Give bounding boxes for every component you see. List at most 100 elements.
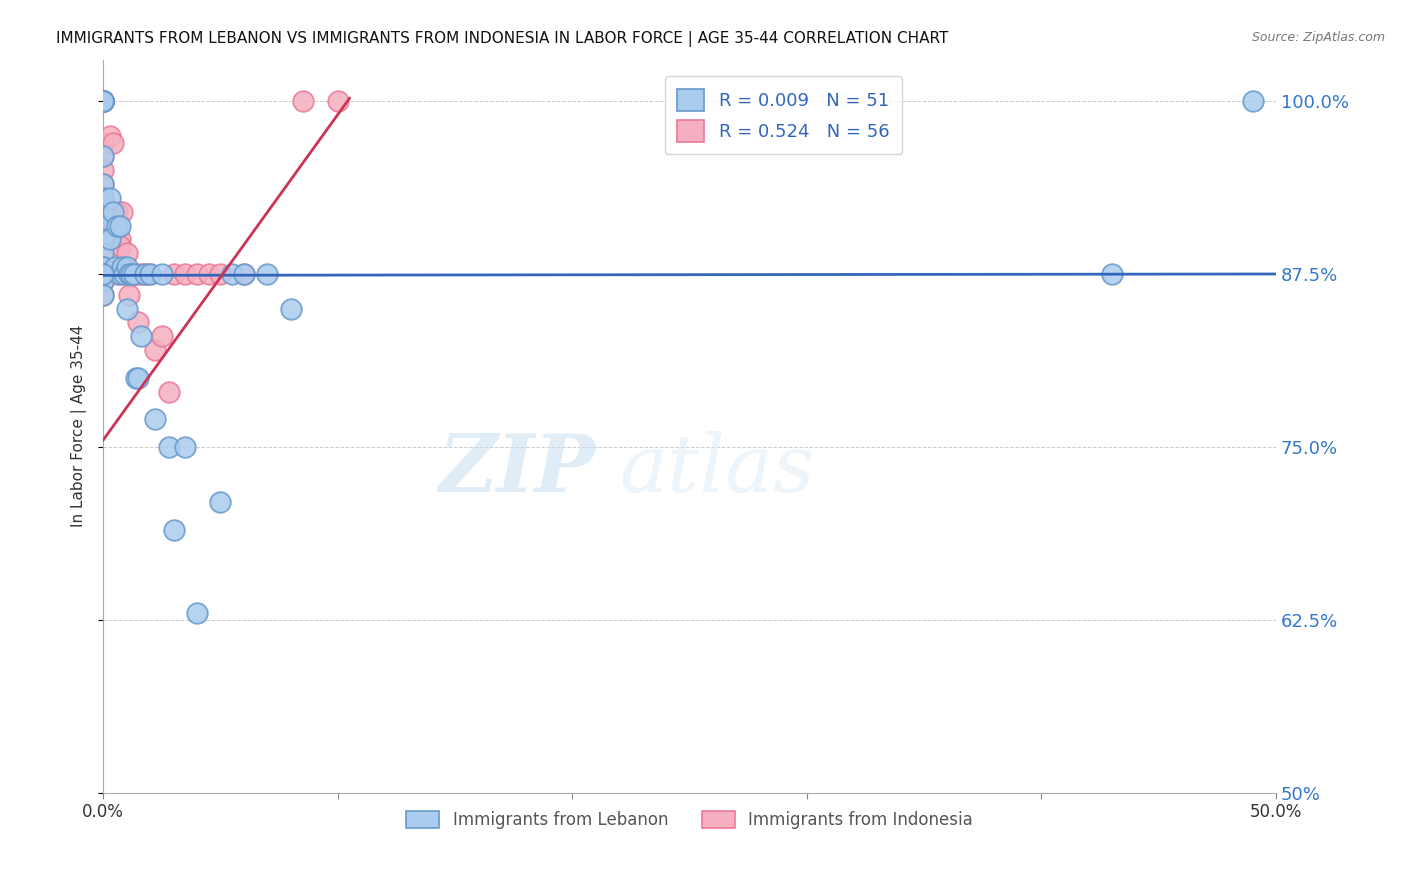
- Point: [162, 523, 184, 537]
- Point: [108, 232, 131, 246]
- Point: [197, 267, 219, 281]
- Point: [91, 94, 114, 108]
- Point: [112, 260, 135, 274]
- Point: [162, 267, 184, 281]
- Text: atlas: atlas: [619, 432, 814, 508]
- Point: [129, 329, 152, 343]
- Point: [91, 191, 114, 205]
- Point: [91, 177, 114, 191]
- Point: [174, 267, 197, 281]
- Point: [91, 94, 114, 108]
- Y-axis label: In Labor Force | Age 35-44: In Labor Force | Age 35-44: [72, 325, 87, 527]
- Point: [91, 232, 114, 246]
- Point: [91, 219, 114, 233]
- Point: [91, 219, 114, 233]
- Point: [91, 163, 114, 178]
- Point: [108, 267, 131, 281]
- Point: [115, 246, 138, 260]
- Point: [174, 440, 197, 454]
- Point: [91, 287, 114, 301]
- Point: [91, 94, 114, 108]
- Point: [91, 204, 114, 219]
- Point: [91, 274, 114, 288]
- Point: [129, 267, 152, 281]
- Text: Source: ZipAtlas.com: Source: ZipAtlas.com: [1251, 31, 1385, 45]
- Point: [143, 343, 166, 357]
- Point: [91, 267, 114, 281]
- Point: [157, 384, 180, 399]
- Point: [122, 267, 145, 281]
- Point: [120, 267, 142, 281]
- Point: [91, 94, 114, 108]
- Point: [120, 267, 142, 281]
- Point: [150, 329, 173, 343]
- Point: [91, 94, 114, 108]
- Point: [134, 267, 156, 281]
- Point: [91, 191, 114, 205]
- Point: [127, 315, 149, 329]
- Point: [221, 267, 243, 281]
- Point: [186, 267, 208, 281]
- Legend: Immigrants from Lebanon, Immigrants from Indonesia: Immigrants from Lebanon, Immigrants from…: [399, 804, 980, 836]
- Text: ZIP: ZIP: [439, 432, 596, 508]
- Point: [91, 149, 114, 163]
- Point: [105, 204, 128, 219]
- Point: [150, 267, 173, 281]
- Point: [115, 260, 138, 274]
- Point: [91, 136, 114, 150]
- Point: [280, 301, 302, 316]
- Point: [91, 260, 114, 274]
- Point: [91, 246, 114, 260]
- Point: [111, 204, 134, 219]
- Point: [233, 267, 256, 281]
- Point: [111, 260, 134, 274]
- Point: [91, 204, 114, 219]
- Point: [91, 149, 114, 163]
- Point: [209, 495, 232, 509]
- Point: [186, 606, 208, 620]
- Point: [125, 267, 148, 281]
- Point: [233, 267, 256, 281]
- Point: [91, 177, 114, 191]
- Point: [91, 260, 114, 274]
- Point: [91, 267, 114, 281]
- Point: [139, 267, 162, 281]
- Point: [98, 128, 121, 143]
- Point: [98, 191, 121, 205]
- Point: [209, 267, 232, 281]
- Point: [101, 136, 124, 150]
- Point: [127, 370, 149, 384]
- Point: [91, 94, 114, 108]
- Point: [91, 267, 114, 281]
- Point: [115, 301, 138, 316]
- Point: [122, 267, 145, 281]
- Point: [104, 260, 127, 274]
- Point: [105, 267, 128, 281]
- Point: [98, 232, 121, 246]
- Point: [105, 219, 128, 233]
- Point: [1241, 94, 1264, 108]
- Point: [91, 94, 114, 108]
- Point: [143, 412, 166, 426]
- Point: [91, 94, 114, 108]
- Point: [134, 267, 156, 281]
- Point: [101, 204, 124, 219]
- Point: [125, 370, 148, 384]
- Point: [157, 440, 180, 454]
- Point: [104, 219, 127, 233]
- Text: IMMIGRANTS FROM LEBANON VS IMMIGRANTS FROM INDONESIA IN LABOR FORCE | AGE 35-44 : IMMIGRANTS FROM LEBANON VS IMMIGRANTS FR…: [56, 31, 949, 47]
- Point: [91, 94, 114, 108]
- Point: [108, 239, 131, 253]
- Point: [118, 287, 141, 301]
- Point: [115, 267, 138, 281]
- Point: [256, 267, 278, 281]
- Point: [112, 267, 135, 281]
- Point: [91, 260, 114, 274]
- Point: [91, 94, 114, 108]
- Point: [91, 267, 114, 281]
- Point: [118, 267, 141, 281]
- Point: [108, 219, 131, 233]
- Point: [91, 246, 114, 260]
- Point: [1101, 267, 1123, 281]
- Point: [139, 267, 162, 281]
